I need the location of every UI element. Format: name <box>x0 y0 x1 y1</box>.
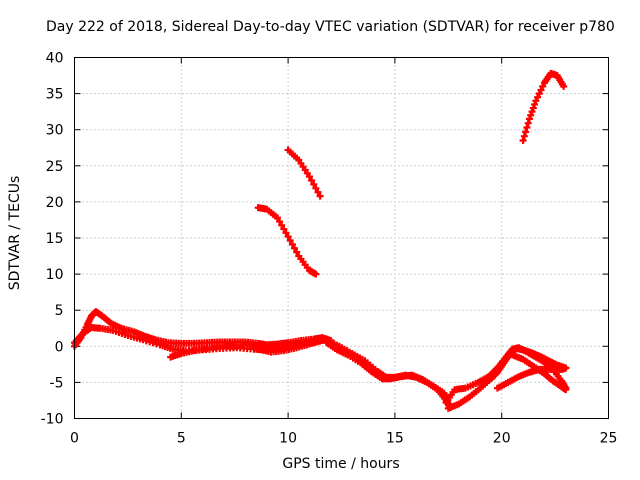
data-point <box>535 90 543 98</box>
data-point <box>278 221 286 229</box>
data-point <box>291 244 299 252</box>
data-point <box>273 214 281 222</box>
data-point <box>293 248 301 256</box>
data-point <box>539 82 547 90</box>
y-tick-label: -5 <box>50 375 64 391</box>
y-tick-label: 40 <box>46 51 64 67</box>
x-tick-label: 20 <box>493 431 511 447</box>
data-point <box>527 111 535 119</box>
chart-title: Day 222 of 2018, Sidereal Day-to-day VTE… <box>46 19 615 35</box>
y-tick-label: 15 <box>46 231 64 247</box>
data-point <box>284 233 292 241</box>
data-point <box>562 386 570 394</box>
data-point <box>520 132 528 140</box>
series-arc-3 <box>167 337 326 361</box>
data-point <box>288 240 296 248</box>
data-point <box>562 364 570 372</box>
y-tick-label: 5 <box>55 303 64 319</box>
data-point <box>276 218 284 226</box>
data-points <box>71 69 570 412</box>
data-point <box>310 180 318 188</box>
data-point <box>560 82 568 90</box>
data-point <box>531 100 539 108</box>
y-tick-label: -10 <box>41 412 64 428</box>
axis-ticks: 0 5 10 15 20 25 -10 -5 0 5 10 15 20 25 30 35 40 <box>41 51 618 447</box>
data-point <box>534 93 542 101</box>
series-arc-12 <box>519 69 568 145</box>
data-point <box>305 173 313 181</box>
y-tick-label: 30 <box>46 123 64 139</box>
data-point <box>316 192 324 200</box>
series-arc-10 <box>254 204 320 278</box>
x-tick-label: 5 <box>177 431 186 447</box>
plot-frame <box>74 57 609 419</box>
y-tick-label: 35 <box>46 87 64 103</box>
y-tick-label: 20 <box>46 195 64 211</box>
data-point <box>312 270 320 278</box>
y-tick-label: 25 <box>46 159 64 175</box>
data-point <box>312 184 320 192</box>
x-tick-label: 10 <box>279 431 297 447</box>
data-point <box>525 115 533 123</box>
y-tick-label: 0 <box>55 339 64 355</box>
data-point <box>524 119 532 127</box>
y-tick-label: 10 <box>46 267 64 283</box>
data-point <box>537 86 545 94</box>
series-arc-11 <box>284 146 324 200</box>
series-arc-5 <box>323 339 452 408</box>
data-point <box>314 188 322 196</box>
data-point <box>522 128 530 136</box>
data-point <box>532 97 540 105</box>
data-point <box>286 236 294 244</box>
data-point <box>308 177 316 185</box>
series-arc-4 <box>323 337 454 412</box>
data-point <box>282 229 290 237</box>
data-point <box>519 137 527 145</box>
x-tick-label: 25 <box>600 431 618 447</box>
data-point <box>529 104 537 112</box>
data-point <box>280 225 288 233</box>
x-tick-label: 0 <box>70 431 79 447</box>
series-arc-9 <box>508 351 570 394</box>
data-point <box>528 108 536 116</box>
x-tick-label: 15 <box>386 431 404 447</box>
x-axis-label: GPS time / hours <box>282 456 400 472</box>
data-point <box>523 124 531 132</box>
